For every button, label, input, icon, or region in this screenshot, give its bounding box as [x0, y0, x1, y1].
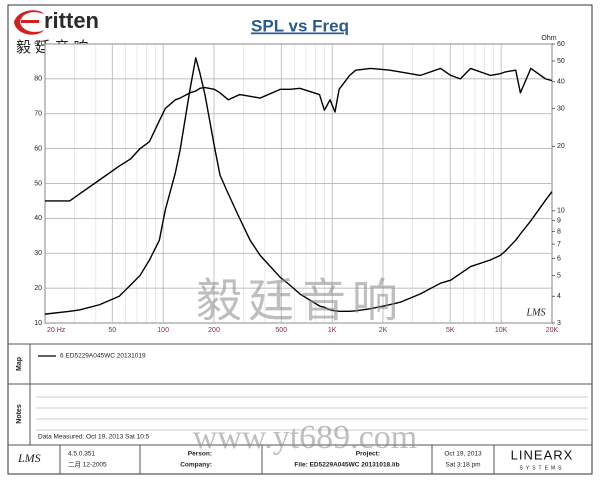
plot: 20 Hz 50 100 200 500 1K 2K 5K 10K 20K 10 20 30 40 50 60… [34, 41, 565, 334]
x-tick-label: 20 Hz [47, 327, 66, 334]
map-label: Map [16, 357, 23, 371]
watermark-chinese: 毅廷音响 [196, 276, 404, 327]
x-tick-label: 200 [208, 327, 220, 334]
y2-tick-label: 6 [557, 255, 561, 262]
y2-axis-label: Ohm [541, 35, 556, 42]
x-tick-label: 20K [546, 327, 559, 334]
y2-tick-label: 7 [557, 241, 561, 248]
y2-tick-label: 3 [557, 320, 561, 327]
y2-tick-label: 10 [557, 208, 565, 215]
y-tick-label: 70 [34, 111, 42, 118]
project-label: Project: [356, 451, 380, 458]
y2-tick-label: 8 [557, 228, 561, 235]
plot-logo: LMS [526, 307, 546, 318]
notes-label: Notes [16, 404, 23, 424]
legend-label: 6 ED5229A045WC 20131019 [60, 353, 146, 360]
footer-date: Oct 19, 2013 [444, 451, 482, 458]
x-tick-label: 10K [495, 327, 508, 334]
x-tick-label: 50 [108, 327, 116, 334]
y2-tick-label: 30 [557, 105, 565, 112]
person-label: Person: [188, 451, 212, 458]
y-tick-label: 20 [34, 285, 42, 292]
logo-swoosh [14, 10, 44, 35]
series-line [45, 67, 553, 202]
y-tick-label: 50 [34, 180, 42, 187]
y-tick-label: 90 [34, 41, 42, 48]
y-tick-label: 40 [34, 215, 42, 222]
y-tick-label: 30 [34, 250, 42, 257]
footer-build-date: 二月 12-2005 [68, 461, 107, 469]
x-tick-label: 2K [379, 327, 388, 334]
y2-tick-label: 9 [557, 218, 561, 225]
company-label: Company: [180, 462, 212, 469]
brand: LINEARX [511, 447, 574, 462]
footer-version: 4.5.0.351 [68, 451, 95, 458]
y-tick-label: 80 [34, 76, 42, 83]
footer-time: Sat 3:18 pm [445, 462, 480, 469]
x-tick-label: 100 [157, 327, 169, 334]
y2-tick-label: 40 [557, 79, 565, 86]
brand-sub: SYSTEMS [520, 465, 565, 471]
logo-text: ritten [44, 8, 99, 33]
chart-title: SPL vs Freq [251, 16, 349, 35]
y-tick-label: 10 [34, 320, 42, 327]
file-name: File: ED5229A045WC 20131018.lib [294, 462, 399, 469]
y2-tick-label: 20 [557, 143, 565, 150]
data-measured: Data Measured: Oct 19, 2013 Sat 10:5 [38, 434, 150, 441]
watermark-url: www.yt689.com [193, 419, 417, 456]
x-tick-label: 5K [446, 327, 455, 334]
y2-tick-label: 4 [557, 293, 561, 300]
series-line [44, 57, 553, 315]
x-tick-label: 1K [328, 327, 337, 334]
logo-bar [21, 20, 39, 23]
y2-tick-label: 60 [557, 41, 565, 48]
y2-tick-label: 50 [557, 58, 565, 65]
outer-frame [7, 4, 593, 475]
x-tick-label: 500 [275, 327, 287, 334]
footer-logo: LMS [17, 451, 41, 465]
y-tick-label: 60 [34, 145, 42, 152]
y2-tick-label: 5 [557, 272, 561, 279]
